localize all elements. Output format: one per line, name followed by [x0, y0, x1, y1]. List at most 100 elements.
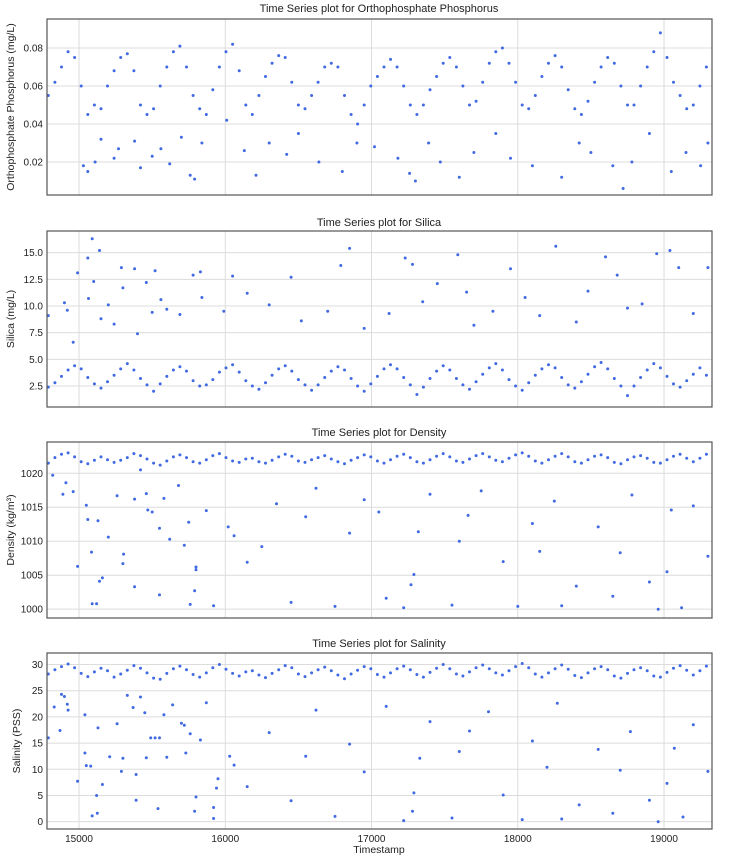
y-axis-label: Salinity (PSS)	[11, 709, 23, 774]
data-point	[62, 301, 66, 305]
data-point	[704, 452, 708, 456]
data-point	[204, 383, 208, 387]
data-point	[428, 458, 432, 462]
data-point	[185, 65, 188, 69]
data-point	[389, 671, 392, 675]
data-point	[290, 369, 294, 373]
data-point	[599, 665, 603, 669]
data-point	[182, 723, 186, 727]
data-point	[150, 510, 154, 514]
data-point	[211, 454, 215, 458]
data-point	[277, 367, 281, 371]
data-point	[145, 457, 149, 461]
data-point	[270, 458, 274, 462]
data-point	[411, 262, 414, 266]
data-point	[698, 84, 702, 88]
data-point	[668, 249, 672, 252]
data-point	[267, 731, 271, 735]
data-point	[171, 703, 175, 707]
data-point	[96, 726, 100, 730]
data-point	[619, 84, 623, 88]
data-point	[538, 314, 542, 318]
data-point	[421, 385, 425, 389]
data-point	[349, 458, 353, 462]
data-point	[228, 754, 232, 758]
data-point	[296, 132, 300, 135]
data-point	[162, 496, 166, 500]
data-point	[369, 382, 373, 386]
y-axis-label: Orthophosphate Phosphorus (mg/L)	[5, 23, 17, 191]
data-point	[65, 702, 69, 706]
data-point	[382, 367, 386, 371]
data-point	[193, 177, 197, 181]
data-point	[395, 65, 399, 69]
data-point	[185, 668, 188, 672]
data-point	[152, 461, 156, 465]
data-point	[90, 814, 94, 818]
data-point	[362, 665, 366, 669]
data-point	[99, 386, 103, 390]
data-point	[547, 458, 550, 462]
data-point	[389, 57, 392, 61]
y-tick-label: 15.0	[24, 248, 44, 259]
data-point	[479, 489, 483, 493]
data-point	[90, 237, 94, 241]
data-point	[408, 171, 412, 175]
data-point	[73, 455, 77, 459]
data-point	[51, 473, 55, 477]
data-point	[628, 730, 632, 734]
data-point	[115, 494, 119, 498]
data-point	[658, 675, 662, 679]
data-point	[494, 458, 498, 462]
data-point	[79, 460, 83, 464]
data-point	[191, 273, 195, 277]
data-point	[586, 289, 590, 293]
data-point	[560, 175, 564, 179]
data-point	[149, 736, 153, 740]
data-point	[658, 31, 662, 35]
data-point	[706, 769, 710, 773]
data-point	[193, 809, 197, 813]
data-point	[231, 459, 235, 463]
data-point	[343, 462, 346, 466]
data-point	[132, 664, 136, 668]
data-point	[244, 103, 248, 107]
data-point	[560, 452, 564, 456]
data-point	[553, 667, 557, 671]
data-point	[691, 504, 695, 508]
data-point	[225, 118, 229, 122]
data-point	[194, 795, 198, 799]
panel-density: Time Series plot for Density Density (kg…	[5, 427, 713, 619]
data-point	[665, 374, 669, 378]
data-point	[71, 340, 75, 344]
y-tick-label: 2.5	[29, 381, 43, 392]
data-point	[158, 382, 162, 386]
data-point	[349, 113, 353, 116]
y-tick-label: 0.04	[24, 119, 44, 130]
data-point	[333, 814, 337, 818]
y-tick-label: 5	[37, 791, 43, 802]
data-point	[435, 282, 439, 286]
data-point	[188, 173, 192, 177]
plot-frame	[46, 230, 713, 408]
data-point	[384, 704, 388, 708]
data-point	[191, 673, 195, 676]
data-point	[403, 256, 407, 260]
data-point	[691, 372, 695, 376]
data-point	[146, 508, 150, 512]
y-tick-label: 25	[32, 686, 44, 697]
data-point	[547, 671, 550, 675]
data-point	[76, 564, 80, 568]
data-point	[412, 573, 416, 576]
data-point	[428, 377, 432, 380]
data-point	[296, 103, 300, 107]
data-point	[514, 453, 518, 457]
data-point	[579, 676, 583, 680]
data-point	[119, 266, 123, 270]
data-point	[283, 664, 287, 668]
data-point	[509, 267, 512, 271]
data-point	[270, 373, 274, 377]
data-point	[139, 695, 142, 699]
data-point	[112, 69, 116, 73]
data-point	[194, 565, 198, 569]
